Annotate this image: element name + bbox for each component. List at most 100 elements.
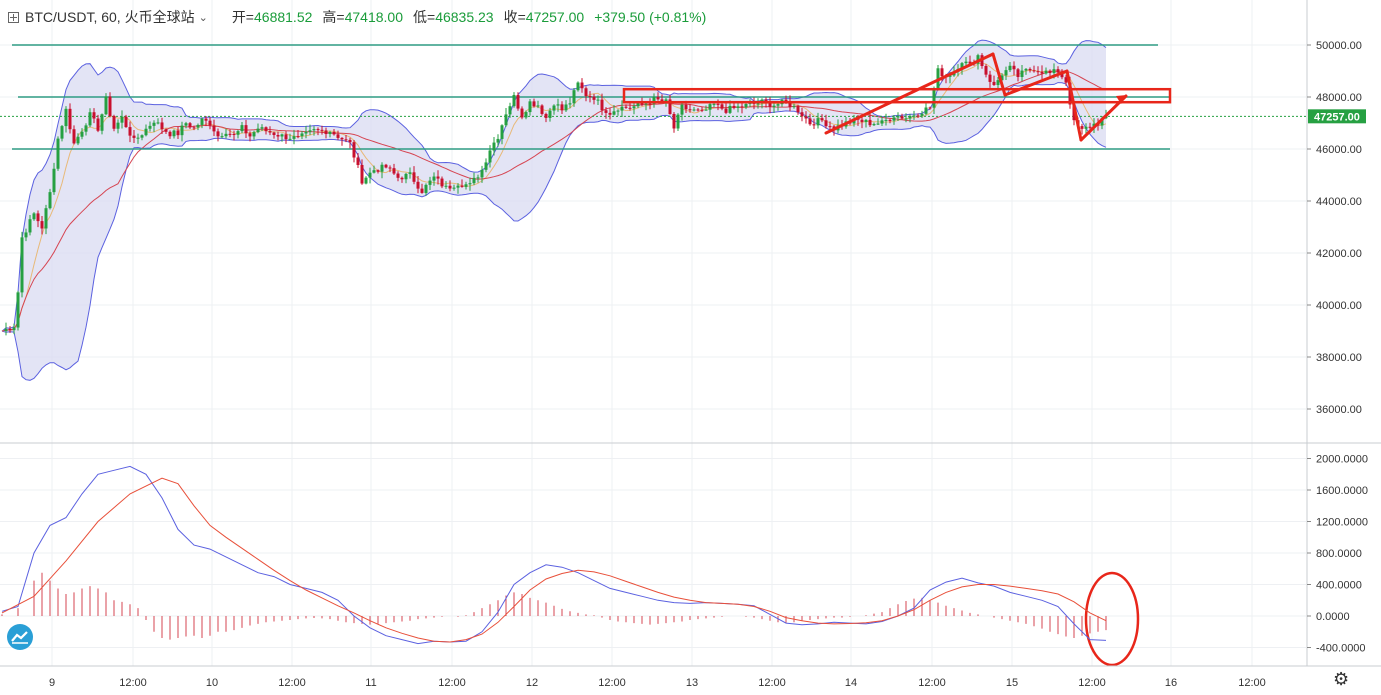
candle-body xyxy=(444,185,448,187)
candle-body xyxy=(88,112,92,126)
candle-body xyxy=(924,107,928,114)
last-price-badge xyxy=(1308,109,1366,124)
candle-body xyxy=(48,192,52,209)
candle-body xyxy=(724,108,728,113)
candle-body xyxy=(628,107,632,109)
candle-body xyxy=(128,127,132,136)
time-tick-label: 13 xyxy=(686,677,698,689)
candle-body xyxy=(988,74,992,82)
candle-body xyxy=(1088,126,1092,128)
candle-body xyxy=(912,115,916,117)
candle-body xyxy=(144,128,148,136)
candle-body xyxy=(572,90,576,104)
candle-body xyxy=(640,102,644,105)
time-tick-label: 12:00 xyxy=(278,677,306,689)
candle-body xyxy=(1020,70,1024,77)
candle-body xyxy=(564,104,568,111)
price-tick-label: 36000.00 xyxy=(1316,404,1362,416)
candle-body xyxy=(116,122,120,129)
candle-body xyxy=(428,180,432,185)
candle-body xyxy=(892,117,896,121)
candle-body xyxy=(916,115,920,117)
open-value: 46881.52 xyxy=(254,9,313,25)
candle-body xyxy=(548,110,552,118)
candle-body xyxy=(260,127,264,129)
symbol-title[interactable]: BTC/USDT, 60, 火币全球站 xyxy=(25,9,195,25)
candle-body xyxy=(900,116,904,119)
candle-body xyxy=(148,125,152,129)
candle-body xyxy=(168,131,172,137)
macd-line xyxy=(1,465,1107,645)
candle-body xyxy=(56,138,60,169)
candle-body xyxy=(184,123,188,126)
time-tick-label: 12:00 xyxy=(119,677,147,689)
candle-body xyxy=(436,176,440,179)
candle-body xyxy=(324,130,328,135)
candle-body xyxy=(36,213,40,222)
candle-body xyxy=(160,122,164,130)
candle-body xyxy=(284,134,288,140)
candle-body xyxy=(252,132,256,137)
candle-body xyxy=(820,118,824,121)
candle-body xyxy=(776,104,780,106)
macd-tick-label: 2000.0000 xyxy=(1316,454,1368,466)
candle-body xyxy=(928,107,932,109)
candle-body xyxy=(204,118,208,121)
candle-body xyxy=(808,118,812,125)
candle-body xyxy=(464,184,468,187)
candle-body xyxy=(1008,65,1012,71)
expand-icon[interactable] xyxy=(8,11,19,23)
candle-body xyxy=(68,108,72,130)
candle-body xyxy=(448,185,452,189)
candle-body xyxy=(1100,118,1104,126)
candle-body xyxy=(4,328,8,332)
candle-body xyxy=(864,119,868,122)
candle-body xyxy=(596,99,600,101)
time-tick-label: 12:00 xyxy=(758,677,786,689)
candle-body xyxy=(12,327,16,331)
candle-body xyxy=(264,127,268,132)
chevron-down-icon[interactable]: ⌄ xyxy=(198,11,208,24)
candle-body xyxy=(408,172,412,174)
candle-body xyxy=(100,114,104,131)
candle-body xyxy=(96,118,100,131)
candle-body xyxy=(676,114,680,129)
macd-tick-label: 400.0000 xyxy=(1316,580,1362,592)
candle-body xyxy=(400,177,404,180)
candle-body xyxy=(804,116,808,119)
candle-body xyxy=(272,132,276,135)
candle-body xyxy=(1080,126,1084,129)
candle-body xyxy=(584,88,588,96)
candle-body xyxy=(368,172,372,178)
candle-body xyxy=(592,96,596,100)
time-tick-label: 14 xyxy=(845,677,857,689)
price-tick-label: 38000.00 xyxy=(1316,352,1362,364)
candle-body xyxy=(688,109,692,111)
candle-body xyxy=(1036,71,1040,73)
candle-body xyxy=(860,119,864,122)
candle-body xyxy=(904,118,908,120)
candle-body xyxy=(340,137,344,140)
macd-tick-label: 0.0000 xyxy=(1316,611,1350,623)
chart-legend-header: BTC/USDT, 60, 火币全球站 ⌄ 开= 46881.52 高= 47418… xyxy=(8,6,706,28)
candle-body xyxy=(40,221,44,229)
candle-body xyxy=(240,125,244,132)
candle-body xyxy=(64,108,68,127)
open-label: 开= xyxy=(231,9,254,25)
candle-body xyxy=(632,106,636,109)
candle-body xyxy=(876,123,880,125)
candle-body xyxy=(1060,72,1064,78)
price-tick-label: 40000.00 xyxy=(1316,300,1362,312)
settings-icon[interactable]: ⚙ xyxy=(1333,669,1350,689)
candle-body xyxy=(580,82,584,89)
candle-body xyxy=(1012,65,1016,70)
annotation-arrow xyxy=(1003,69,1069,97)
candle-body xyxy=(504,114,508,126)
app-logo-icon[interactable] xyxy=(7,624,33,650)
candle-body xyxy=(524,112,528,118)
bollinger-band xyxy=(1,39,1107,381)
candle-body xyxy=(84,125,88,132)
candle-body xyxy=(1056,69,1060,73)
candle-body xyxy=(216,131,220,137)
